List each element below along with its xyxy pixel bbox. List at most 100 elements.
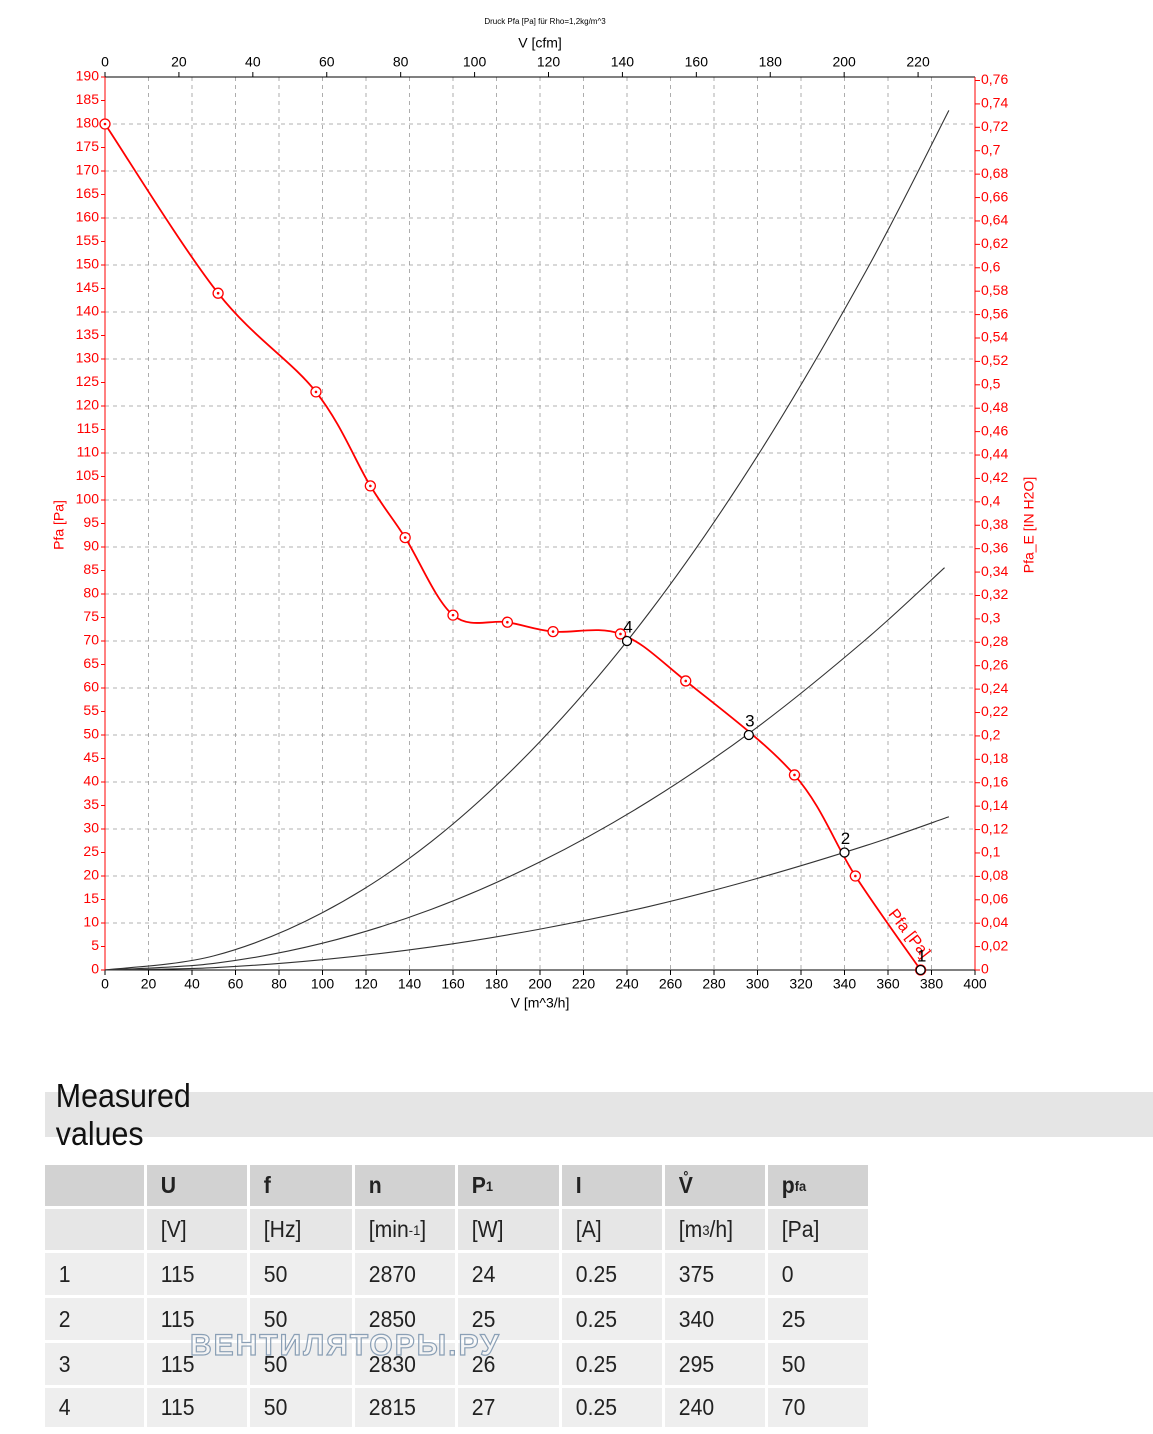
data-cell: 24 [471, 1260, 496, 1287]
y2-tick-label: 0,56 [981, 305, 1008, 321]
y-tick-label: 185 [76, 91, 100, 107]
cell-text: ] [420, 1216, 427, 1242]
y2-tick-label: 0,32 [981, 586, 1008, 602]
operating-point-label: 2 [841, 829, 850, 848]
table-cell-bg [147, 1209, 247, 1250]
y2-tick-label: 0,34 [981, 563, 1008, 579]
data-cell: 27 [471, 1394, 496, 1420]
y-tick-label: 115 [77, 420, 100, 436]
y-tick-label: 180 [76, 115, 100, 131]
y2-tick-label: 0,04 [981, 914, 1008, 930]
table-cell-bg [665, 1388, 765, 1427]
table-cell-bg [45, 1343, 144, 1385]
marker-dot [684, 679, 688, 683]
table-cell-bg [768, 1209, 868, 1250]
x-tick-label: 20 [141, 976, 157, 992]
y2-tick-label: 0,7 [981, 141, 1001, 157]
x2-tick-label: 100 [463, 54, 487, 70]
table-cell-bg [45, 1165, 144, 1206]
x-tick-label: 180 [485, 976, 509, 992]
unit-cell: [m 3/h] [665, 1209, 760, 1250]
table-cell-bg [45, 1298, 144, 1340]
y2-tick-label: 0,68 [981, 165, 1008, 181]
operating-point [915, 964, 926, 976]
y-tick-label: 0 [91, 961, 99, 977]
x2-tick-label: 120 [537, 54, 561, 70]
y-tick-label: 90 [83, 538, 99, 554]
table-cell-bg [665, 1253, 765, 1295]
x-tick-label: 120 [354, 976, 378, 992]
data-cell: 2850 [368, 1305, 416, 1332]
y-tick-label: 65 [83, 655, 99, 671]
y-tick-label: 55 [83, 702, 99, 718]
data-cell: 2830 [368, 1350, 416, 1377]
x-tick-label: 240 [615, 976, 639, 992]
table-cell-bg [355, 1253, 455, 1295]
operating-point-label: 1 [917, 946, 926, 965]
y-tick-label: 130 [76, 350, 100, 366]
x-tick-label: 60 [228, 976, 244, 992]
y2-tick-label: 0,5 [981, 376, 1001, 392]
x-tick-label: 40 [184, 976, 200, 992]
marker-dot [216, 291, 220, 295]
chart-title: Druck Pfa [Pa] für Rho=1,2kg/m^3 [484, 17, 606, 26]
cell-text: [min [368, 1216, 409, 1242]
table-cell-bg [665, 1209, 765, 1250]
y-tick-label: 95 [83, 514, 99, 530]
unit-cell: [min -1] [355, 1209, 450, 1250]
data-cell: 115 [160, 1394, 195, 1420]
table-cell-bg [768, 1388, 868, 1427]
x2-tick-label: 0 [101, 54, 109, 70]
table-cell-bg [355, 1388, 455, 1427]
y2-tick-label: 0,58 [981, 282, 1008, 298]
table-cell-bg [458, 1388, 559, 1427]
table-cell-bg [665, 1343, 765, 1385]
table-cell-bg [562, 1253, 662, 1295]
y2-tick-label: 0,26 [981, 656, 1008, 672]
y2-tick-label: 0,1 [981, 844, 1001, 860]
data-cell: 50 [263, 1394, 288, 1420]
x2-tick-label: 220 [906, 54, 930, 70]
x-tick-label: 300 [746, 976, 770, 992]
operating-point [621, 635, 633, 647]
table-cell-bg [768, 1165, 868, 1206]
data-cell: 240 [678, 1394, 715, 1420]
x2-tick-label: 40 [245, 54, 261, 70]
y2-tick-label: 0,54 [981, 329, 1008, 345]
cell-text: 3 [702, 1221, 710, 1238]
table-cell-bg [458, 1343, 559, 1385]
data-cell: 0.25 [575, 1350, 617, 1377]
curve [104, 567, 945, 971]
header-cell: n [355, 1165, 450, 1206]
table-cell-bg [45, 1253, 144, 1295]
x-tick-label: 220 [572, 976, 596, 992]
data-cell: 2 [58, 1305, 71, 1332]
header-cell: p fa [768, 1165, 863, 1206]
unit-cell: [V] [147, 1209, 242, 1250]
unit-cell: [W] [458, 1209, 554, 1250]
x2-tick-label: 160 [685, 54, 709, 70]
y-tick-label: 155 [76, 232, 100, 248]
y2-tick-label: 0,12 [981, 820, 1008, 836]
y-tick-label: 35 [83, 796, 99, 812]
y2-tick-label: 0,62 [981, 235, 1008, 251]
table-cell-bg [768, 1343, 868, 1385]
marker-dot [451, 613, 455, 617]
y2-tick-label: 0,2 [981, 727, 1001, 743]
y-axis-label: Pfa [Pa] [51, 500, 67, 550]
cell-text: [Pa] [781, 1216, 820, 1242]
marker-dot [793, 773, 796, 777]
cell-text: [m [678, 1216, 703, 1242]
y-tick-label: 170 [76, 162, 100, 178]
y2-tick-label: 0,18 [981, 750, 1008, 766]
y-tick-label: 10 [83, 914, 99, 930]
y2-tick-label: 0,08 [981, 867, 1008, 883]
data-cell: 0 [781, 1260, 794, 1287]
y2-tick-label: 0,16 [981, 773, 1008, 789]
y-tick-label: 70 [83, 632, 99, 648]
operating-point-label: 3 [745, 711, 754, 730]
table-cell-bg [250, 1165, 352, 1206]
table-cell-bg [458, 1298, 559, 1340]
data-cell: 50 [263, 1260, 288, 1287]
table-cell-bg [147, 1343, 247, 1385]
